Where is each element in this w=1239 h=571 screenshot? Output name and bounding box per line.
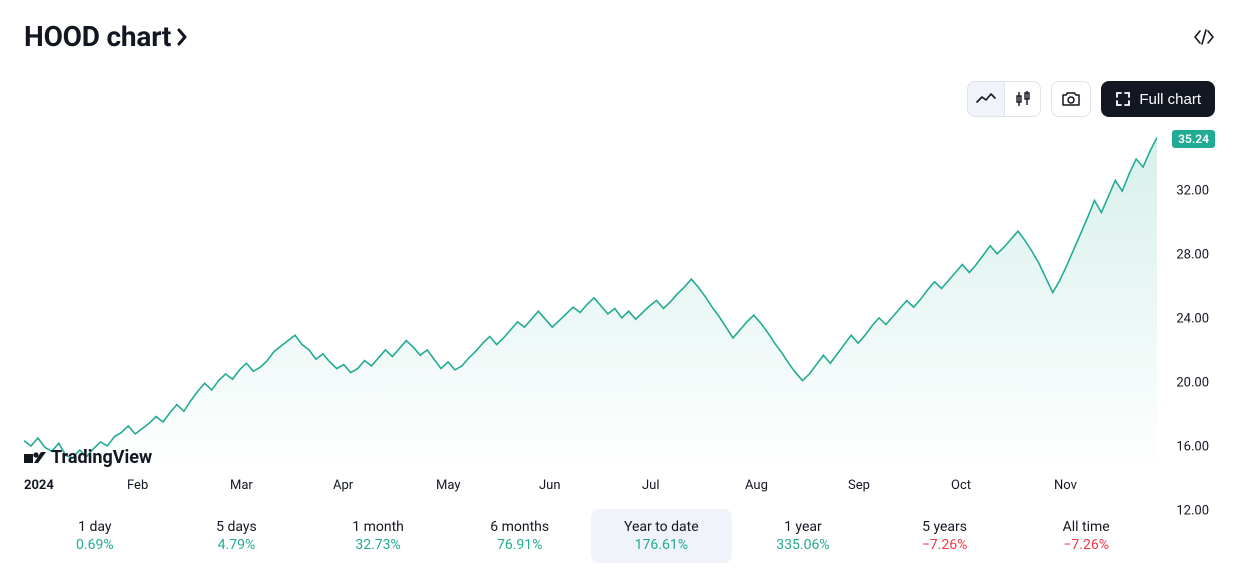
chart-toolbar: Full chart xyxy=(24,81,1215,117)
chart-plot: TradingView xyxy=(24,127,1157,474)
x-tick: Nov xyxy=(1054,478,1157,493)
x-tick: Jul xyxy=(642,478,745,493)
range-value: 176.61% xyxy=(595,537,729,553)
x-axis: 2024FebMarAprMayJunJulAugSepOctNov xyxy=(24,478,1215,493)
y-tick: 20.00 xyxy=(1176,376,1209,391)
line-chart-icon xyxy=(976,92,996,106)
range-label: Year to date xyxy=(595,519,729,535)
chart-title: HOOD chart xyxy=(24,20,171,53)
full-chart-button[interactable]: Full chart xyxy=(1101,81,1215,117)
line-chart-button[interactable] xyxy=(968,82,1004,116)
x-tick: Feb xyxy=(127,478,230,493)
range-year-to-date[interactable]: Year to date 176.61% xyxy=(591,509,733,563)
range-label: 5 days xyxy=(170,519,304,535)
y-tick: 28.00 xyxy=(1176,248,1209,263)
fullscreen-icon xyxy=(1115,91,1131,107)
chart-area[interactable]: TradingView 12.0016.0020.0024.0028.0032.… xyxy=(24,127,1215,474)
current-price-badge: 35.24 xyxy=(1172,130,1215,148)
camera-icon xyxy=(1061,91,1081,107)
tradingview-watermark: TradingView xyxy=(24,447,152,468)
y-tick: 24.00 xyxy=(1176,312,1209,327)
x-tick: Oct xyxy=(951,478,1054,493)
x-tick: May xyxy=(436,478,539,493)
chevron-right-icon xyxy=(177,28,188,46)
range-label: 1 day xyxy=(28,519,162,535)
y-tick: 32.00 xyxy=(1176,184,1209,199)
x-tick: Apr xyxy=(333,478,436,493)
embed-button[interactable] xyxy=(1193,29,1215,45)
range-6-months[interactable]: 6 months 76.91% xyxy=(449,509,591,563)
range-label: All time xyxy=(1019,519,1153,535)
range-value: 32.73% xyxy=(311,537,445,553)
candlestick-icon xyxy=(1014,90,1032,108)
range-value: 335.06% xyxy=(736,537,870,553)
range-label: 1 month xyxy=(311,519,445,535)
range-label: 1 year xyxy=(736,519,870,535)
range-all-time[interactable]: All time −7.26% xyxy=(1015,509,1157,563)
range-label: 5 years xyxy=(878,519,1012,535)
x-tick: Sep xyxy=(848,478,951,493)
snapshot-button[interactable] xyxy=(1051,81,1091,117)
tradingview-logo-icon xyxy=(24,451,46,465)
y-tick: 16.00 xyxy=(1176,440,1209,455)
range-5-days[interactable]: 5 days 4.79% xyxy=(166,509,308,563)
range-1-day[interactable]: 1 day 0.69% xyxy=(24,509,166,563)
range-value: −7.26% xyxy=(878,537,1012,553)
range-value: 76.91% xyxy=(453,537,587,553)
candlestick-chart-button[interactable] xyxy=(1004,82,1040,116)
watermark-text: TradingView xyxy=(51,447,152,468)
y-tick: 12.00 xyxy=(1176,504,1209,519)
range-1-year[interactable]: 1 year 335.06% xyxy=(732,509,874,563)
y-axis: 12.0016.0020.0024.0028.0032.0035.24 xyxy=(1157,127,1215,474)
range-value: −7.26% xyxy=(1019,537,1153,553)
range-5-years[interactable]: 5 years −7.26% xyxy=(874,509,1016,563)
embed-icon xyxy=(1193,29,1215,45)
full-chart-label: Full chart xyxy=(1139,91,1201,108)
chart-title-link[interactable]: HOOD chart xyxy=(24,20,188,53)
chart-style-group xyxy=(967,81,1041,117)
range-value: 4.79% xyxy=(170,537,304,553)
x-tick: Aug xyxy=(745,478,848,493)
range-label: 6 months xyxy=(453,519,587,535)
time-range-selector: 1 day0.69%5 days4.79%1 month32.73%6 mont… xyxy=(24,509,1215,563)
range-1-month[interactable]: 1 month 32.73% xyxy=(307,509,449,563)
range-value: 0.69% xyxy=(28,537,162,553)
x-tick: Mar xyxy=(230,478,333,493)
x-tick: Jun xyxy=(539,478,642,493)
x-tick: 2024 xyxy=(24,478,127,493)
